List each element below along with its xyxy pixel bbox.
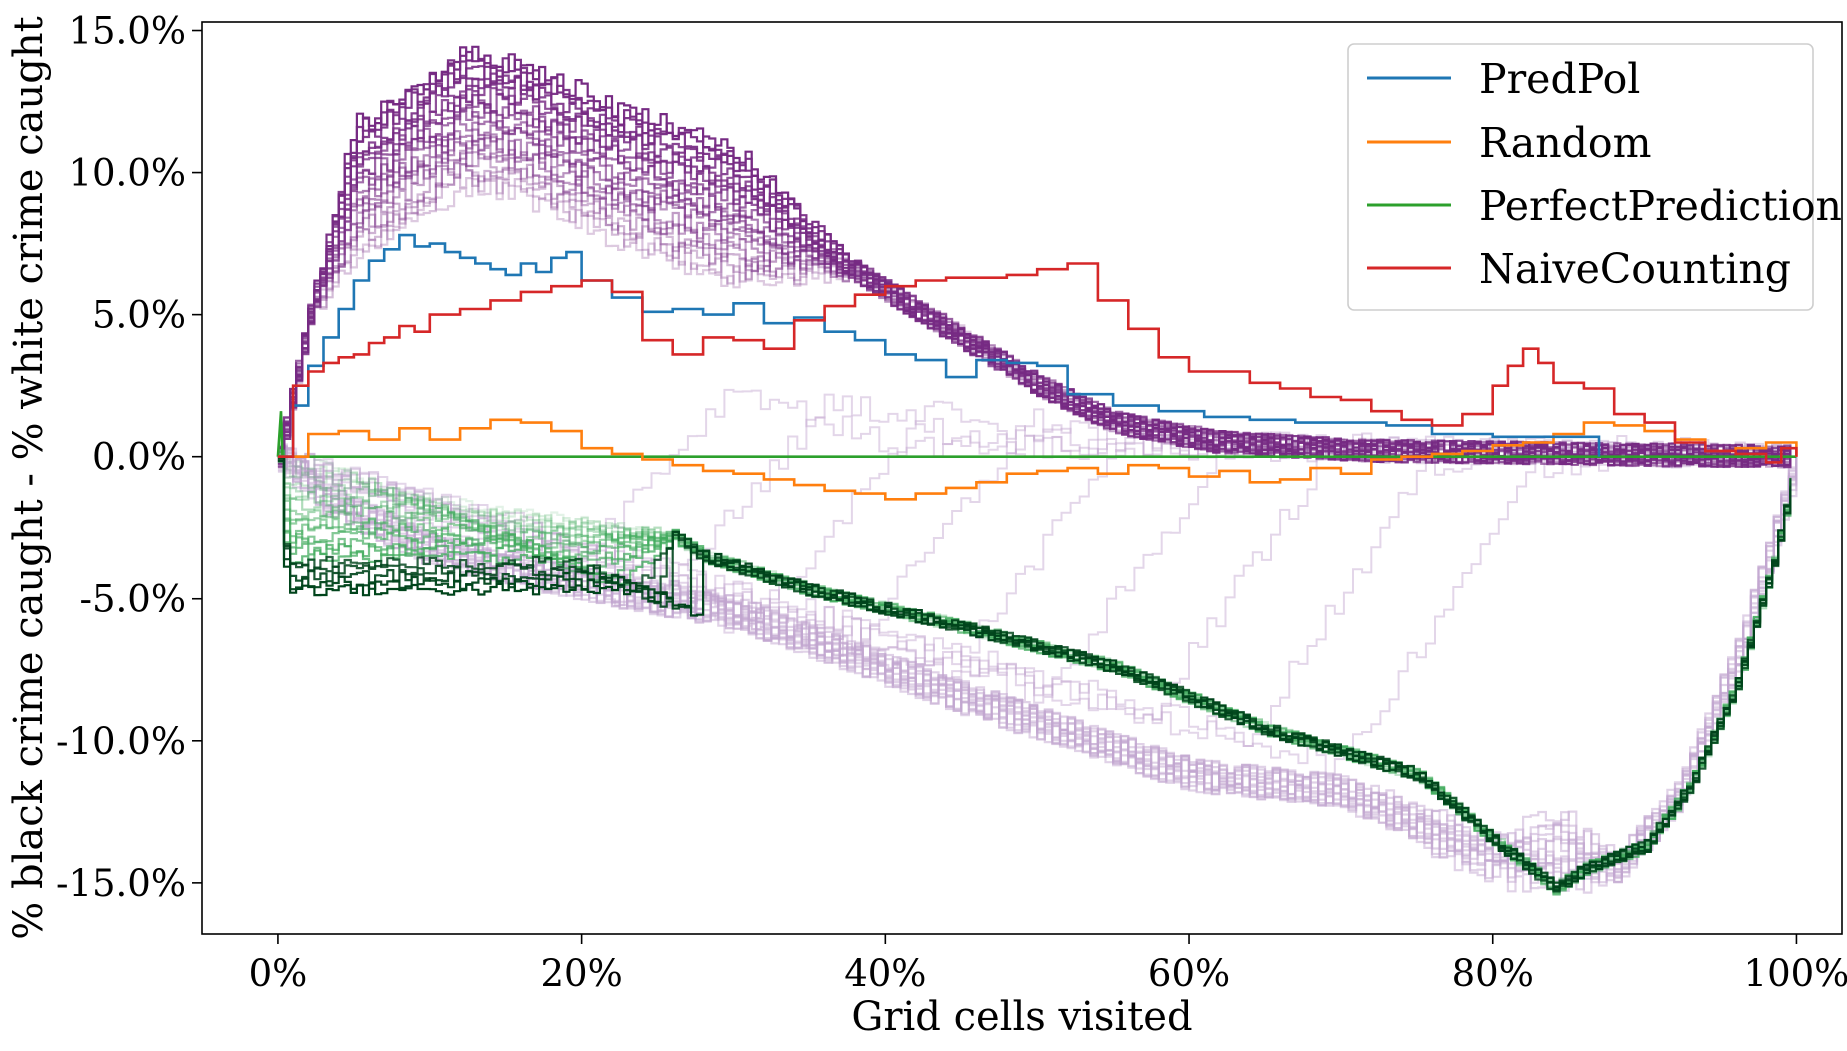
x-axis-ticks: 0% 20% 40% 60% 80% 100% bbox=[249, 934, 1847, 995]
x-tick-label: 40% bbox=[844, 952, 926, 995]
y-tick-label: 5.0% bbox=[92, 294, 186, 337]
legend-box bbox=[1347, 43, 1814, 311]
series-line-random bbox=[277, 418, 1798, 501]
y-tick-label: 15.0% bbox=[68, 10, 186, 53]
y-tick-label: 10.0% bbox=[68, 152, 186, 195]
x-tick-label: 0% bbox=[249, 952, 308, 995]
x-tick-label: 100% bbox=[1744, 952, 1847, 995]
legend: PredPol Random PerfectPrediction NaiveCo… bbox=[1347, 43, 1842, 311]
legend-label-perfect-prediction: PerfectPrediction bbox=[1479, 182, 1842, 230]
plot-frame bbox=[201, 21, 1843, 935]
x-tick-label: 20% bbox=[541, 952, 623, 995]
legend-label-random: Random bbox=[1479, 119, 1651, 167]
simulation-run-line bbox=[277, 441, 1792, 776]
y-tick-label: -10.0% bbox=[56, 720, 186, 763]
x-tick-label: 60% bbox=[1148, 952, 1230, 995]
series-line-predpol bbox=[277, 233, 1601, 458]
series-line-naivecounting bbox=[277, 262, 1798, 464]
series-line-perfectprediction bbox=[276, 411, 1797, 458]
series-lines bbox=[276, 233, 1798, 501]
y-axis-label: % black crime caught - % white crime cau… bbox=[6, 16, 52, 939]
simulation-run-line bbox=[277, 456, 1792, 889]
legend-label-naive-counting: NaiveCounting bbox=[1479, 245, 1791, 293]
y-tick-label: -15.0% bbox=[56, 862, 186, 905]
x-axis-label: Grid cells visited bbox=[851, 994, 1192, 1040]
legend-label-predpol: PredPol bbox=[1479, 55, 1640, 103]
y-tick-label: -5.0% bbox=[79, 578, 186, 621]
x-tick-label: 80% bbox=[1452, 952, 1534, 995]
y-tick-label: 0.0% bbox=[92, 436, 186, 479]
simulation-run-line bbox=[277, 444, 1798, 872]
y-axis-ticks: 15.0% 10.0% 5.0% 0.0% -5.0% -10.0% -15.0% bbox=[56, 10, 202, 905]
